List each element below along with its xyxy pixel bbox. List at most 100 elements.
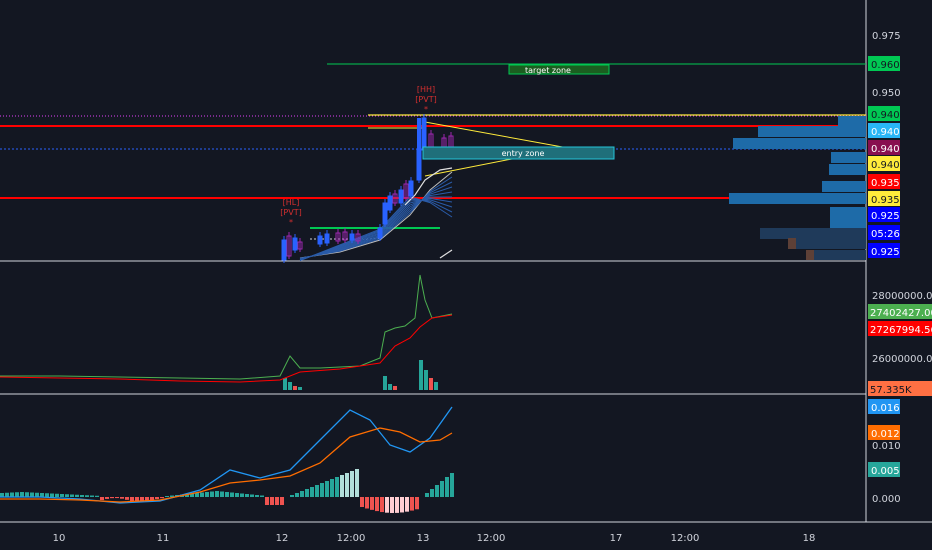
macd-histogram-bar	[435, 485, 439, 497]
candle-body	[335, 232, 341, 242]
candle-body	[421, 117, 427, 151]
volume-bars	[283, 360, 438, 390]
volume-tag-label: 57.335K	[870, 385, 912, 396]
macd-histogram-bar	[195, 493, 199, 497]
volume-profile	[729, 116, 866, 260]
price-tag-bg	[868, 174, 900, 189]
volume-profile-bar	[729, 193, 866, 204]
macd-histogram-bar	[450, 473, 454, 497]
candle-body	[324, 233, 330, 244]
macd-histogram-bar	[365, 497, 369, 509]
candle-body	[408, 180, 414, 197]
macd-histogram-bar	[270, 497, 274, 505]
time-label: 12:00	[477, 533, 506, 544]
entry-zone-box[interactable]	[422, 146, 615, 160]
volume-bar	[424, 370, 428, 390]
macd-histogram-bar	[380, 497, 384, 513]
macd-histogram-bar	[245, 494, 249, 497]
hl-pvt-label: [PVT]	[280, 208, 301, 217]
candle-body	[382, 202, 388, 225]
ma-fan-line	[299, 198, 453, 261]
macd-histogram-bar	[295, 493, 299, 497]
candle-body	[292, 237, 298, 251]
macd-histogram-bar	[125, 497, 129, 500]
macd-histogram-bar	[390, 497, 394, 513]
macd-histogram-bar	[310, 487, 314, 497]
volume-tag-bg	[868, 321, 932, 336]
macd-histogram-bar	[185, 494, 189, 497]
macd-tag-label: 0.005	[871, 466, 900, 477]
macd-histogram-bar	[65, 494, 69, 497]
macd-histogram-bar	[225, 492, 229, 497]
macd-histogram-bar	[110, 497, 114, 499]
macd-histogram-bar	[135, 497, 139, 502]
candle-body	[387, 195, 393, 211]
macd-histogram-bar	[15, 492, 19, 497]
volume-profile-bar	[760, 228, 866, 239]
hh-marker: *	[424, 105, 428, 114]
macd-histogram-bar	[280, 497, 284, 505]
macd-histogram-bar	[205, 492, 209, 497]
ma-fan-line	[299, 176, 453, 259]
candle-body	[317, 235, 323, 245]
macd-histogram-bar	[385, 497, 389, 513]
volume-bar	[429, 378, 433, 390]
entry-zone-label: entry zone	[502, 149, 545, 158]
price-tag-label: 0.925	[871, 211, 900, 222]
macd-histogram-bar	[100, 497, 104, 501]
ma-fan-line	[299, 181, 453, 260]
price-tag-bg	[868, 106, 900, 121]
time-label: 13	[417, 533, 430, 544]
volume-profile-bar	[733, 138, 866, 149]
hh-label: [HH]	[417, 85, 435, 94]
time-axis: 10 11 12 12:00 13 12:00 17 12:00 18	[53, 533, 816, 544]
price-tick-0975: 0.975	[872, 31, 901, 42]
time-label: 12	[276, 533, 289, 544]
macd-tag-label: 0.016	[871, 403, 900, 414]
macd-histogram-bar	[330, 479, 334, 497]
volume-tick-28m: 28000000.000	[872, 291, 932, 302]
macd-histogram-bar	[0, 493, 4, 497]
macd-histogram-bar	[70, 494, 74, 497]
macd-tags: 0.016 0.012 0.005	[868, 399, 900, 477]
macd-histogram-bar	[360, 497, 364, 507]
price-tags: 0.960 0.940 0.940 0.940 0.940 0.935 0.935 0.925…	[868, 56, 900, 258]
macd-histogram-bar	[90, 495, 94, 497]
candle-body	[355, 233, 361, 242]
signal-line	[0, 427, 453, 503]
volume-bar	[288, 382, 292, 390]
macd-histogram-bar	[350, 471, 354, 497]
price-tag-label: 0.925	[871, 247, 900, 258]
macd-histogram-bar	[275, 497, 279, 505]
macd-histogram-bar	[400, 497, 404, 513]
macd-histogram-bar	[440, 481, 444, 497]
candle-body	[377, 227, 383, 239]
macd-histogram-bar	[375, 497, 379, 512]
price-tag-label: 0.940	[871, 127, 900, 138]
macd-histogram-bar	[45, 493, 49, 497]
target-zone-box[interactable]	[508, 64, 610, 75]
macd-histogram-bar	[35, 492, 39, 497]
price-tag-label: 0.940	[871, 144, 900, 155]
macd-histogram-bar	[425, 493, 429, 497]
macd-histogram-bar	[315, 485, 319, 497]
time-label: 11	[157, 533, 170, 544]
time-label: 18	[803, 533, 816, 544]
price-tag-label: 0.935	[871, 195, 900, 206]
macd-histogram-bar	[25, 492, 29, 497]
ma-fan-line	[299, 199, 453, 261]
ma-fan-line	[299, 186, 453, 260]
macd-histogram-bar	[165, 496, 169, 497]
candle-body	[349, 233, 355, 241]
volume-bar	[393, 386, 397, 390]
price-tag-bg	[868, 207, 900, 222]
candle-body	[392, 193, 398, 204]
macd-tag-label: 0.012	[871, 429, 900, 440]
macd-histogram-bar	[50, 493, 54, 497]
price-tag-bg	[868, 243, 900, 258]
macd-histogram-bar	[290, 495, 294, 497]
volume-bar	[298, 387, 302, 390]
macd-histogram-bar	[325, 481, 329, 497]
macd-histogram-bar	[445, 477, 449, 497]
